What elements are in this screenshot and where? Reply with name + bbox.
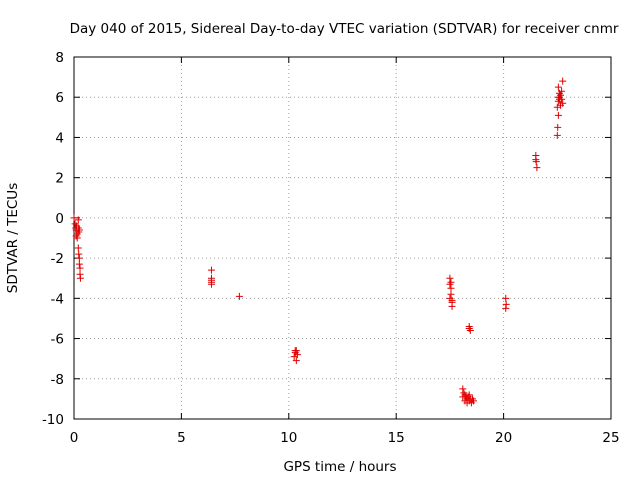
data-point — [465, 391, 473, 399]
data-point — [554, 123, 562, 131]
data-point — [74, 244, 82, 252]
data-point — [292, 357, 300, 365]
data-point — [207, 266, 215, 274]
x-tick-label: 10 — [280, 430, 297, 446]
data-point — [558, 87, 566, 95]
data-point — [291, 347, 299, 355]
data-point — [533, 164, 541, 172]
x-tick-labels: 0 5 10 15 20 25 — [70, 430, 620, 446]
y-tick-label: -8 — [51, 372, 64, 388]
x-axis-label: GPS time / hours — [283, 459, 396, 475]
data-point — [290, 353, 298, 361]
y-tick-label: 0 — [55, 211, 64, 227]
data-point — [75, 250, 83, 258]
x-tick-label: 20 — [495, 430, 512, 446]
y-tick-labels: -10 -8 -6 -4 -2 0 2 4 6 8 — [42, 50, 64, 428]
data-point — [557, 101, 565, 109]
data-point — [459, 385, 467, 393]
data-point — [532, 156, 540, 164]
data-point — [502, 304, 510, 312]
data-point — [235, 292, 243, 300]
data-point — [74, 216, 82, 224]
y-tick-label: 8 — [55, 50, 64, 66]
y-axis-label: SDTVAR / TECUs — [5, 183, 21, 293]
data-point — [470, 397, 478, 405]
data-point — [70, 214, 78, 222]
x-tick-label: 5 — [177, 430, 186, 446]
y-tick-label: -6 — [51, 332, 64, 348]
data-point — [554, 83, 562, 91]
data-point — [72, 232, 80, 240]
data-point — [502, 294, 510, 302]
data-point — [554, 93, 562, 101]
data-point — [75, 260, 83, 268]
x-tick-label: 15 — [388, 430, 405, 446]
plot-frame — [73, 56, 612, 420]
data-point — [447, 278, 455, 286]
data-point — [447, 290, 455, 298]
data-points — [70, 77, 567, 407]
grid-lines — [74, 57, 611, 419]
axis-ticks — [73, 56, 612, 420]
chart-title: Day 040 of 2015, Sidereal Day-to-day VTE… — [70, 21, 619, 37]
data-point — [76, 274, 84, 282]
data-point — [75, 254, 83, 262]
y-tick-label: 2 — [55, 171, 64, 187]
y-tick-label: 4 — [55, 130, 64, 146]
y-tick-label: 6 — [55, 90, 64, 106]
data-point — [559, 77, 567, 85]
data-point — [459, 393, 467, 401]
data-point — [463, 399, 471, 407]
data-point — [207, 280, 215, 288]
data-point — [447, 284, 455, 292]
data-point — [75, 226, 83, 234]
data-point — [76, 264, 84, 272]
y-tick-label: -2 — [51, 251, 64, 267]
data-point — [553, 131, 561, 139]
y-tick-label: -10 — [42, 412, 64, 428]
data-point — [446, 274, 454, 282]
data-point — [554, 111, 562, 119]
data-point — [465, 325, 473, 332]
x-tick-label: 25 — [602, 430, 619, 446]
data-point — [448, 302, 456, 310]
x-tick-label: 0 — [70, 430, 79, 446]
data-point — [446, 294, 454, 302]
y-tick-label: -4 — [51, 291, 64, 307]
